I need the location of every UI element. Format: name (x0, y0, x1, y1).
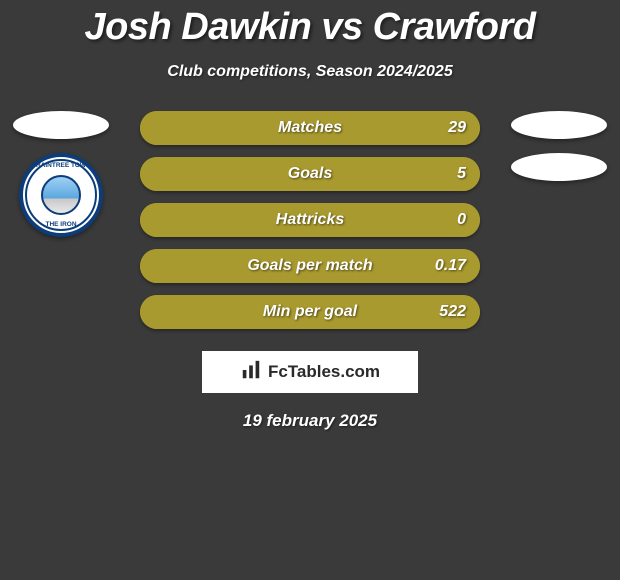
club-badge-text-bottom: THE IRON (45, 221, 76, 228)
stat-value-right: 5 (457, 165, 466, 183)
player-right-column (504, 111, 614, 181)
footer-date: 19 february 2025 (0, 411, 620, 431)
stat-label: Goals (288, 165, 332, 183)
stat-label: Matches (278, 119, 342, 137)
stat-value-right: 0.17 (435, 257, 466, 275)
comparison-bars: Matches 29 Goals 5 Hattricks 0 Goals per match… (140, 111, 480, 329)
stat-value-right: 0 (457, 211, 466, 229)
comparison-area: BRAINTREE TOWN THE IRON Matches 29 Goals 5 H… (0, 111, 620, 329)
player-right-photo-placeholder (511, 111, 607, 139)
stat-bar: Hattricks 0 (140, 203, 480, 237)
bar-chart-icon (240, 359, 262, 386)
stat-label: Goals per match (247, 257, 372, 275)
club-badge-text-top: BRAINTREE TOWN (31, 162, 90, 169)
stat-value-right: 29 (448, 119, 466, 137)
watermark-text: FcTables.com (268, 362, 380, 382)
stat-label: Hattricks (276, 211, 344, 229)
stat-label: Min per goal (263, 303, 357, 321)
stat-bar: Matches 29 (140, 111, 480, 145)
stat-bar: Goals 5 (140, 157, 480, 191)
stat-bar: Min per goal 522 (140, 295, 480, 329)
page-title: Josh Dawkin vs Crawford (0, 0, 620, 49)
player-left-column: BRAINTREE TOWN THE IRON (6, 111, 116, 237)
club-badge-right-placeholder (511, 153, 607, 181)
club-badge-left: BRAINTREE TOWN THE IRON (19, 153, 103, 237)
stat-value-right: 522 (439, 303, 466, 321)
page-subtitle: Club competitions, Season 2024/2025 (0, 63, 620, 81)
watermark: FcTables.com (202, 351, 418, 393)
player-left-photo-placeholder (13, 111, 109, 139)
stat-bar: Goals per match 0.17 (140, 249, 480, 283)
